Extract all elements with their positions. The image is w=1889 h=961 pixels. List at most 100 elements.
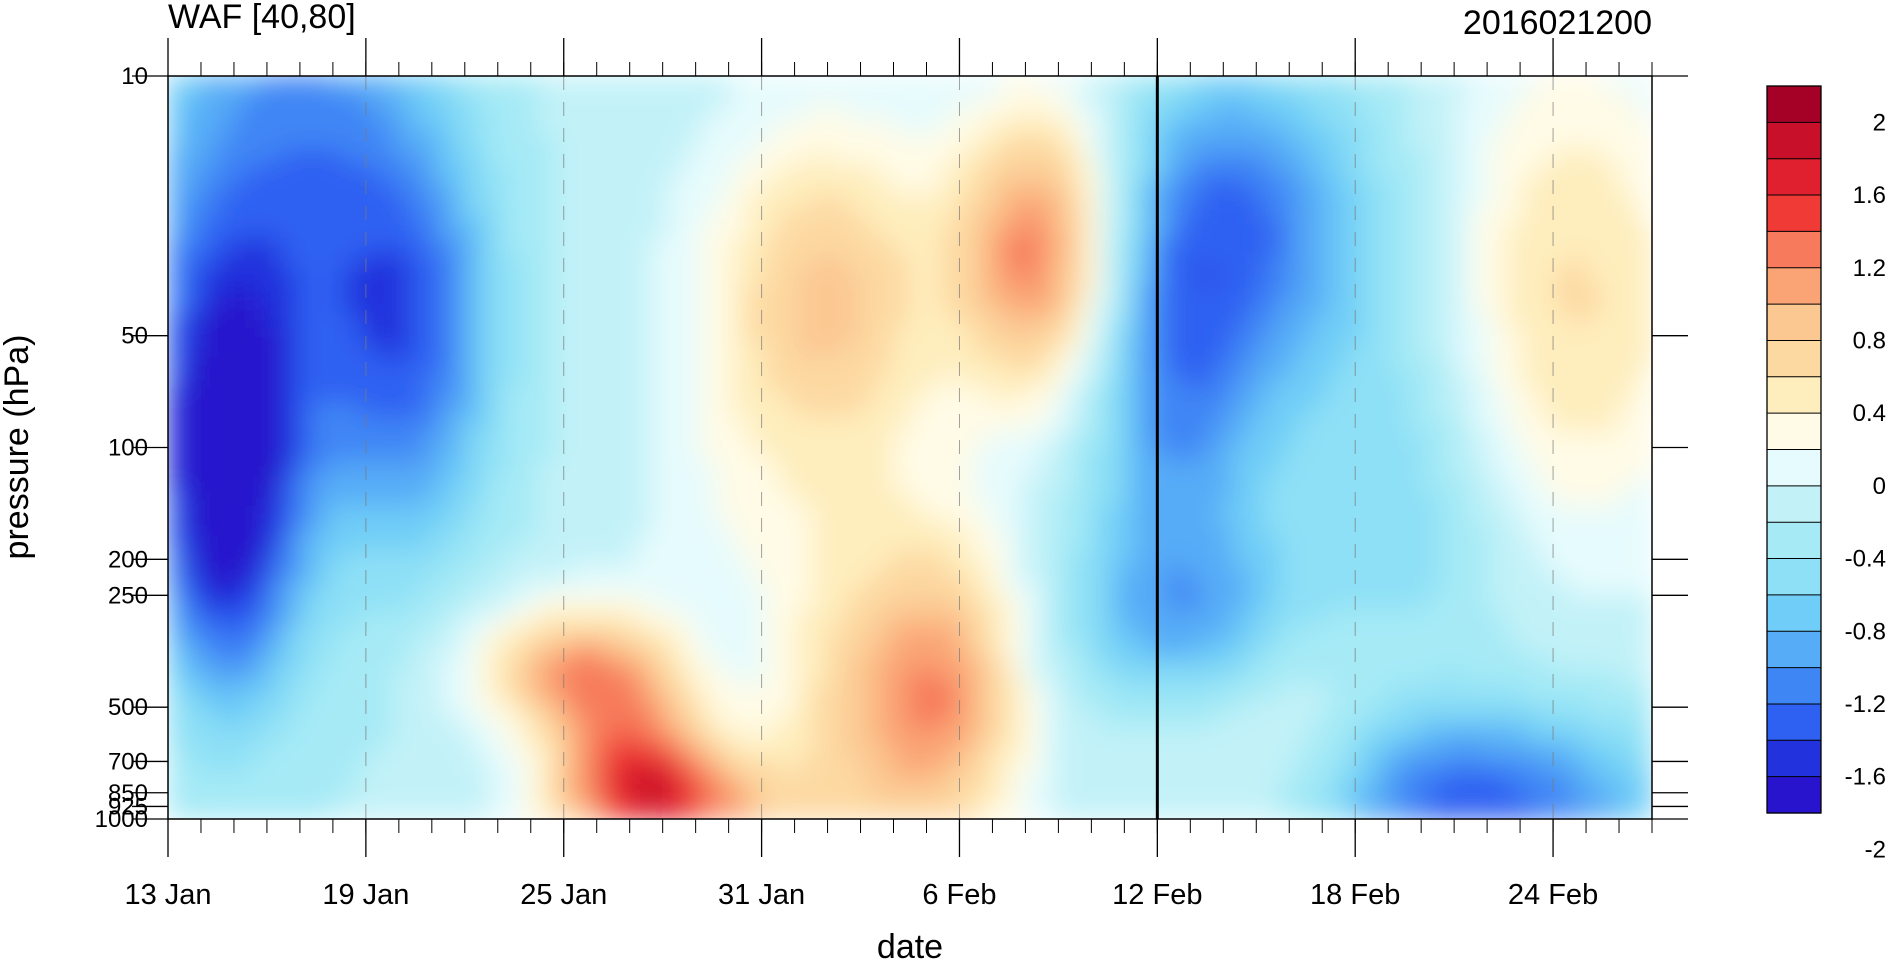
field-cell — [634, 446, 653, 464]
field-cell — [1215, 446, 1234, 464]
field-cell — [376, 193, 395, 211]
field-cell — [973, 713, 992, 731]
field-cell — [489, 208, 508, 226]
field-cell — [731, 728, 750, 746]
field-cell — [650, 164, 670, 182]
field-cell — [570, 223, 589, 241]
field-cell — [1392, 803, 1412, 819]
field-cell — [473, 268, 492, 286]
field-cell — [1618, 312, 1637, 330]
field-cell — [1038, 179, 1057, 196]
field-cell — [925, 713, 944, 731]
field-cell — [441, 609, 460, 627]
field-cell — [521, 223, 540, 241]
field-cell — [1392, 728, 1412, 746]
field-cell — [796, 713, 815, 731]
field-cell — [1538, 773, 1557, 791]
field-cell — [1570, 773, 1589, 791]
field-cell — [1344, 609, 1363, 627]
field-cell — [747, 595, 766, 612]
field-cell — [1602, 342, 1621, 360]
field-cell — [973, 372, 992, 390]
field-cell — [812, 520, 831, 538]
field-cell — [1570, 357, 1589, 375]
field-cell — [892, 387, 911, 404]
field-cell — [425, 713, 444, 731]
field-cell — [1376, 193, 1395, 211]
field-cell — [925, 788, 944, 806]
field-cell — [1247, 758, 1266, 776]
field-cell — [1118, 297, 1137, 315]
field-cell — [1473, 758, 1492, 776]
field-cell — [473, 416, 492, 434]
field-cell — [892, 149, 911, 167]
field-cell — [1586, 461, 1605, 479]
field-cell — [699, 164, 718, 182]
field-cell — [1183, 505, 1202, 523]
field-cell — [231, 595, 250, 612]
field-cell — [408, 565, 428, 583]
field-cell — [1634, 728, 1652, 746]
field-cell — [1538, 134, 1557, 152]
field-cell — [1167, 342, 1186, 360]
field-cell — [667, 149, 686, 167]
field-cell — [876, 327, 895, 345]
field-cell — [1296, 312, 1315, 330]
field-cell — [408, 684, 428, 702]
field-cell — [650, 208, 670, 226]
field-cell — [650, 639, 670, 657]
field-cell — [408, 283, 428, 300]
field-cell — [1344, 535, 1363, 553]
field-cell — [360, 327, 379, 345]
field-cell — [538, 104, 557, 122]
field-cell — [473, 223, 492, 241]
field-cell — [168, 372, 186, 390]
field-cell — [876, 699, 895, 716]
field-cell — [1296, 773, 1315, 791]
field-cell — [1328, 535, 1347, 553]
field-cell — [376, 669, 395, 687]
field-cell — [1086, 476, 1105, 494]
field-cell — [667, 89, 686, 107]
field-cell — [747, 758, 766, 776]
field-cell — [1521, 684, 1541, 702]
field-cell — [1489, 283, 1508, 300]
field-cell — [1038, 758, 1057, 776]
field-cell — [812, 505, 831, 523]
field-cell — [699, 654, 718, 672]
field-cell — [1021, 89, 1041, 107]
field-cell — [1618, 803, 1637, 819]
field-cell — [1005, 253, 1024, 271]
field-cell — [1021, 149, 1041, 167]
field-cell — [1554, 565, 1573, 583]
field-cell — [683, 268, 702, 286]
field-cell — [360, 357, 379, 375]
field-cell — [344, 253, 363, 271]
field-cell — [215, 76, 234, 92]
field-cell — [634, 312, 653, 330]
field-cell — [909, 149, 928, 167]
field-cell — [312, 505, 331, 523]
field-cell — [1070, 446, 1089, 464]
field-cell — [715, 327, 734, 345]
field-cell — [941, 297, 960, 315]
field-cell — [1328, 208, 1347, 226]
field-cell — [296, 327, 315, 345]
field-cell — [554, 327, 573, 345]
field-cell — [1086, 401, 1105, 419]
field-cell — [860, 342, 879, 360]
field-cell — [505, 357, 524, 375]
field-cell — [344, 550, 363, 568]
field-cell — [586, 357, 605, 375]
field-cell — [1409, 461, 1428, 479]
field-cell — [473, 699, 492, 716]
field-cell — [215, 699, 234, 716]
field-cell — [1296, 297, 1315, 315]
field-cell — [328, 535, 347, 553]
field-cell — [618, 76, 637, 92]
field-cell — [1038, 268, 1057, 286]
field-cell — [941, 580, 960, 598]
field-cell — [1312, 520, 1331, 538]
field-cell — [973, 297, 992, 315]
field-cell — [1586, 609, 1605, 627]
